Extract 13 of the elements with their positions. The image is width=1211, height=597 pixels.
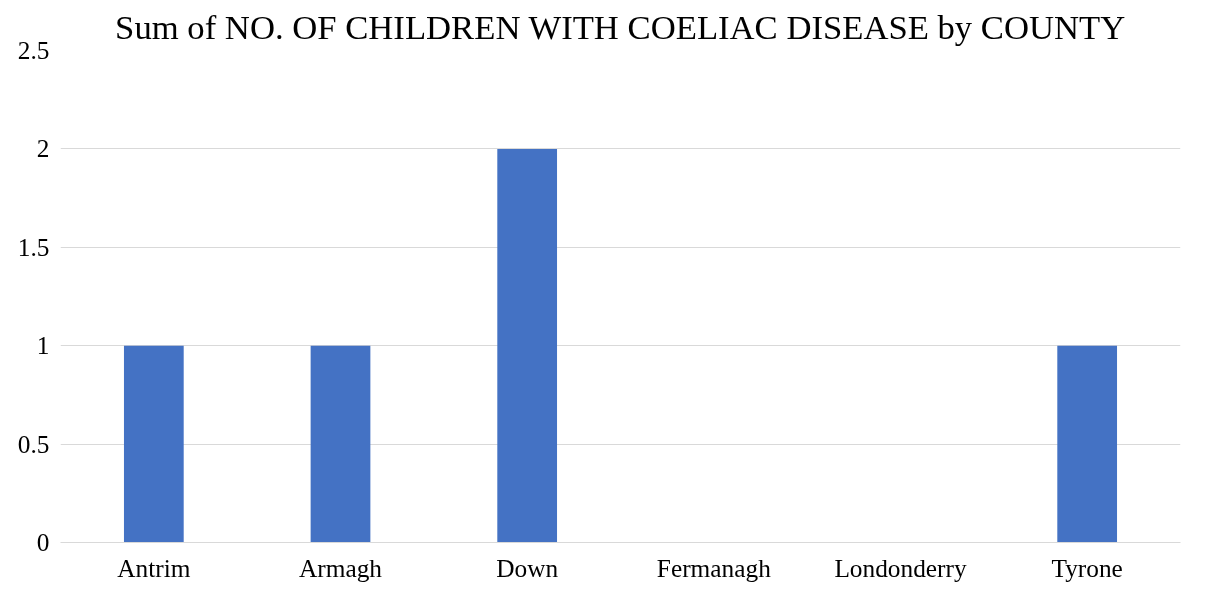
y-tick-label: 2 (36, 134, 50, 163)
y-tick-label: 0 (36, 528, 50, 556)
y-tick-label: 2.5 (17, 36, 50, 64)
y-tick-label: 0.5 (17, 429, 50, 458)
chart-title: Sum of NO. OF CHILDREN WITH COELIAC DISEASE by COUNTY (115, 7, 1126, 46)
x-tick-label: Londonderry (834, 553, 967, 582)
x-tick-label: Fermanagh (656, 553, 772, 582)
x-tick-label: Tyrone (1051, 553, 1123, 582)
x-tick-label: Antrim (117, 553, 191, 582)
y-tick-label: 1 (36, 331, 50, 360)
x-tick-label: Armagh (299, 553, 383, 582)
x-tick-label: Down (496, 553, 559, 582)
y-tick-label: 1.5 (17, 232, 50, 261)
